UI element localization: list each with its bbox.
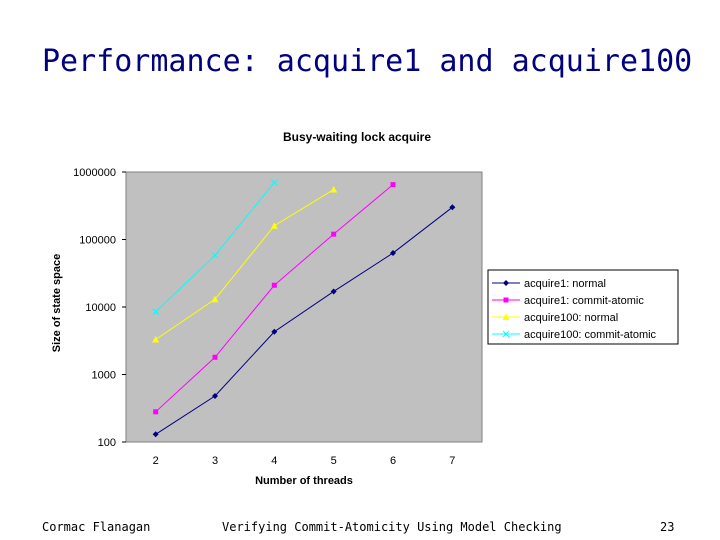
data-point-square [390,182,396,188]
series-line [155,206,453,435]
y-tick-label: 100000 [79,235,116,247]
x-tick-label: 6 [390,455,396,467]
data-point-diamond [390,250,396,257]
legend-label: acquire100: normal [524,312,618,324]
legend-label: acquire1: commit-atomic [524,295,644,307]
y-tick-label: 1000 [92,370,116,382]
legend-item: acquire1: normal [492,278,606,290]
data-point-x-stroke [152,308,160,316]
series-line [155,189,334,340]
data-point-x-stroke [211,252,219,259]
chart-title: Busy-waiting lock acquire [283,130,431,144]
footer-author: Cormac Flanagan [42,520,151,534]
data-point-diamond [212,393,218,400]
data-point-x-stroke [502,330,510,338]
x-axis: 2 3 4 5 6 7 [153,455,456,467]
legend-label: acquire100: commit-atomic [524,329,657,341]
data-point-diamond [503,280,509,286]
data-point-x [152,308,160,316]
x-axis-label: Number of threads [255,475,353,487]
legend-item: acquire100: commit-atomic [492,329,657,341]
slide-title: Performance: acquire1 and acquire100 [42,44,693,79]
legend-item: acquire1: commit-atomic [492,295,644,307]
legend-box [487,269,679,345]
y-axis: 100 1000 10000 100000 1000000 [73,167,126,449]
y-tick-label: 1000000 [73,167,116,179]
x-tick-label: 7 [449,455,455,467]
data-point-x [502,330,510,338]
plot-area [125,171,483,443]
series-layer [152,179,456,438]
data-point-triangle [211,295,219,303]
data-point-diamond [271,328,278,335]
series-3 [152,179,278,316]
data-point-square [331,231,337,237]
data-point-square [153,409,159,415]
legend-item: acquire100: normal [492,312,618,324]
data-point-triangle [502,313,510,320]
series-2 [152,186,338,343]
series-0 [152,204,456,438]
data-point-x [211,252,219,259]
x-tick-label: 4 [271,455,277,467]
data-point-diamond [449,204,456,211]
x-tick-label: 2 [153,455,159,467]
data-point-diamond [152,431,159,438]
legend-label: acquire1: normal [524,278,606,290]
y-tick-label: 100 [98,437,116,449]
x-tick-label: 3 [212,455,218,467]
legend: acquire1: normal acquire1: commit-atomic a… [487,269,679,345]
x-tick-label: 5 [331,455,337,467]
data-point-triangle [152,336,160,343]
data-point-triangle [330,186,338,193]
footer-page-number: 23 [660,520,675,534]
data-point-x [270,179,278,186]
y-axis-label: Size of state space [51,254,63,352]
data-point-triangle [270,222,278,229]
data-point-square [503,297,509,303]
data-point-x-stroke [270,179,278,186]
data-point-diamond [330,288,337,295]
y-tick-label: 10000 [85,302,116,314]
data-point-square [212,354,218,360]
series-1 [153,182,396,415]
data-point-square [271,282,277,288]
footer-talk-title: Verifying Commit-Atomicity Using Model C… [222,520,562,534]
